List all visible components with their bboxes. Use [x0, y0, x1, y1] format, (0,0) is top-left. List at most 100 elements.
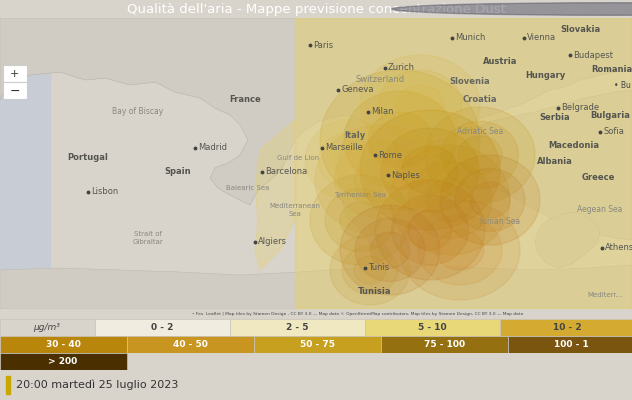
- Bar: [95, 319, 230, 336]
- Text: Italy: Italy: [344, 130, 366, 140]
- Text: • Bu: • Bu: [614, 80, 631, 90]
- Text: Slovakia: Slovakia: [560, 26, 600, 34]
- Text: Slovenia: Slovenia: [450, 78, 490, 86]
- Ellipse shape: [332, 144, 368, 176]
- Ellipse shape: [442, 121, 518, 189]
- Ellipse shape: [320, 70, 480, 210]
- Ellipse shape: [408, 210, 452, 250]
- Ellipse shape: [390, 145, 510, 255]
- Text: −: −: [9, 84, 20, 98]
- Text: 0 - 2: 0 - 2: [151, 323, 174, 332]
- Text: France: France: [229, 96, 261, 104]
- Ellipse shape: [425, 107, 535, 203]
- Text: 20:00 martedì 25 luglio 2023: 20:00 martedì 25 luglio 2023: [16, 380, 178, 390]
- Polygon shape: [0, 65, 285, 205]
- Bar: [0, 336, 127, 353]
- Text: Switzerland: Switzerland: [355, 76, 404, 84]
- Text: Rome: Rome: [378, 150, 402, 160]
- Ellipse shape: [354, 256, 386, 284]
- Ellipse shape: [340, 202, 380, 238]
- Bar: [0, 319, 95, 336]
- Ellipse shape: [400, 200, 520, 300]
- Bar: [3, 82, 27, 100]
- Text: μg/m³: μg/m³: [33, 323, 61, 332]
- Text: Tyrrhenian Sea: Tyrrhenian Sea: [334, 192, 386, 198]
- Text: 2 - 5: 2 - 5: [286, 323, 309, 332]
- Ellipse shape: [342, 246, 398, 294]
- Ellipse shape: [315, 125, 445, 235]
- Text: Spain: Spain: [165, 168, 191, 176]
- Ellipse shape: [458, 136, 502, 174]
- Text: Algiers: Algiers: [258, 238, 287, 246]
- Text: Bay of Biscay: Bay of Biscay: [112, 108, 164, 116]
- Ellipse shape: [470, 182, 510, 218]
- Ellipse shape: [402, 146, 458, 194]
- Text: Athens: Athens: [605, 244, 632, 252]
- Ellipse shape: [354, 158, 406, 202]
- Text: Balearic Sea: Balearic Sea: [226, 185, 270, 191]
- Text: Zurich: Zurich: [388, 64, 415, 72]
- Polygon shape: [0, 265, 632, 309]
- Ellipse shape: [391, 195, 468, 265]
- Text: Greece: Greece: [581, 174, 615, 182]
- Bar: [500, 319, 632, 336]
- Text: 30 - 40: 30 - 40: [46, 340, 81, 349]
- Ellipse shape: [396, 85, 444, 125]
- Polygon shape: [255, 120, 295, 270]
- Text: Geneva: Geneva: [341, 86, 374, 94]
- Bar: [0, 353, 127, 370]
- Ellipse shape: [440, 155, 540, 245]
- Text: 5 - 10: 5 - 10: [418, 323, 447, 332]
- Text: Albania: Albania: [537, 158, 573, 166]
- Bar: [365, 319, 500, 336]
- Text: Ionian Sea: Ionian Sea: [480, 218, 520, 226]
- Text: Serbia: Serbia: [540, 114, 570, 122]
- Text: Milan: Milan: [371, 108, 394, 116]
- Text: Croatia: Croatia: [463, 96, 497, 104]
- Text: Bulgaria: Bulgaria: [590, 110, 630, 120]
- Text: 50 - 75: 50 - 75: [300, 340, 335, 349]
- Text: > 200: > 200: [49, 357, 78, 366]
- Ellipse shape: [408, 162, 492, 238]
- Text: Belgrade: Belgrade: [561, 104, 599, 112]
- Text: Adriatic Sea: Adriatic Sea: [457, 128, 503, 136]
- Text: Sofia: Sofia: [603, 128, 624, 136]
- Text: 10 - 2: 10 - 2: [553, 323, 582, 332]
- Text: Qualità dell'aria - Mappe previsione concentrazione Dust: Qualità dell'aria - Mappe previsione con…: [126, 2, 506, 16]
- Ellipse shape: [375, 180, 485, 280]
- Text: Budapest: Budapest: [573, 50, 613, 60]
- Text: 40 - 50: 40 - 50: [173, 340, 208, 349]
- Polygon shape: [336, 116, 392, 270]
- Text: Munich: Munich: [455, 34, 485, 42]
- Text: Barcelona: Barcelona: [265, 168, 307, 176]
- Ellipse shape: [378, 70, 462, 140]
- Ellipse shape: [344, 91, 456, 189]
- Text: 100 - 1: 100 - 1: [554, 340, 589, 349]
- Ellipse shape: [355, 218, 425, 282]
- Text: Paris: Paris: [313, 40, 333, 50]
- Text: Gulf de Lion: Gulf de Lion: [277, 155, 319, 161]
- Ellipse shape: [455, 168, 525, 232]
- Ellipse shape: [310, 175, 410, 265]
- Text: Strait of
Gibraltar: Strait of Gibraltar: [133, 232, 164, 244]
- Bar: [508, 336, 632, 353]
- Polygon shape: [535, 212, 600, 268]
- Ellipse shape: [436, 230, 484, 270]
- Bar: [0, 18, 50, 309]
- Ellipse shape: [330, 235, 410, 305]
- Ellipse shape: [340, 205, 440, 295]
- Ellipse shape: [418, 215, 502, 285]
- Text: Austria: Austria: [483, 58, 517, 66]
- Ellipse shape: [305, 120, 395, 200]
- Ellipse shape: [360, 55, 480, 155]
- Bar: [381, 336, 508, 353]
- Bar: [3, 66, 27, 82]
- Text: Romania: Romania: [592, 66, 632, 74]
- Ellipse shape: [325, 188, 395, 252]
- Ellipse shape: [334, 142, 425, 218]
- Text: Mediterranean
Sea: Mediterranean Sea: [269, 204, 320, 216]
- Text: Tunisia: Tunisia: [358, 288, 392, 296]
- Bar: [295, 18, 632, 308]
- Polygon shape: [398, 90, 632, 240]
- Bar: [127, 336, 254, 353]
